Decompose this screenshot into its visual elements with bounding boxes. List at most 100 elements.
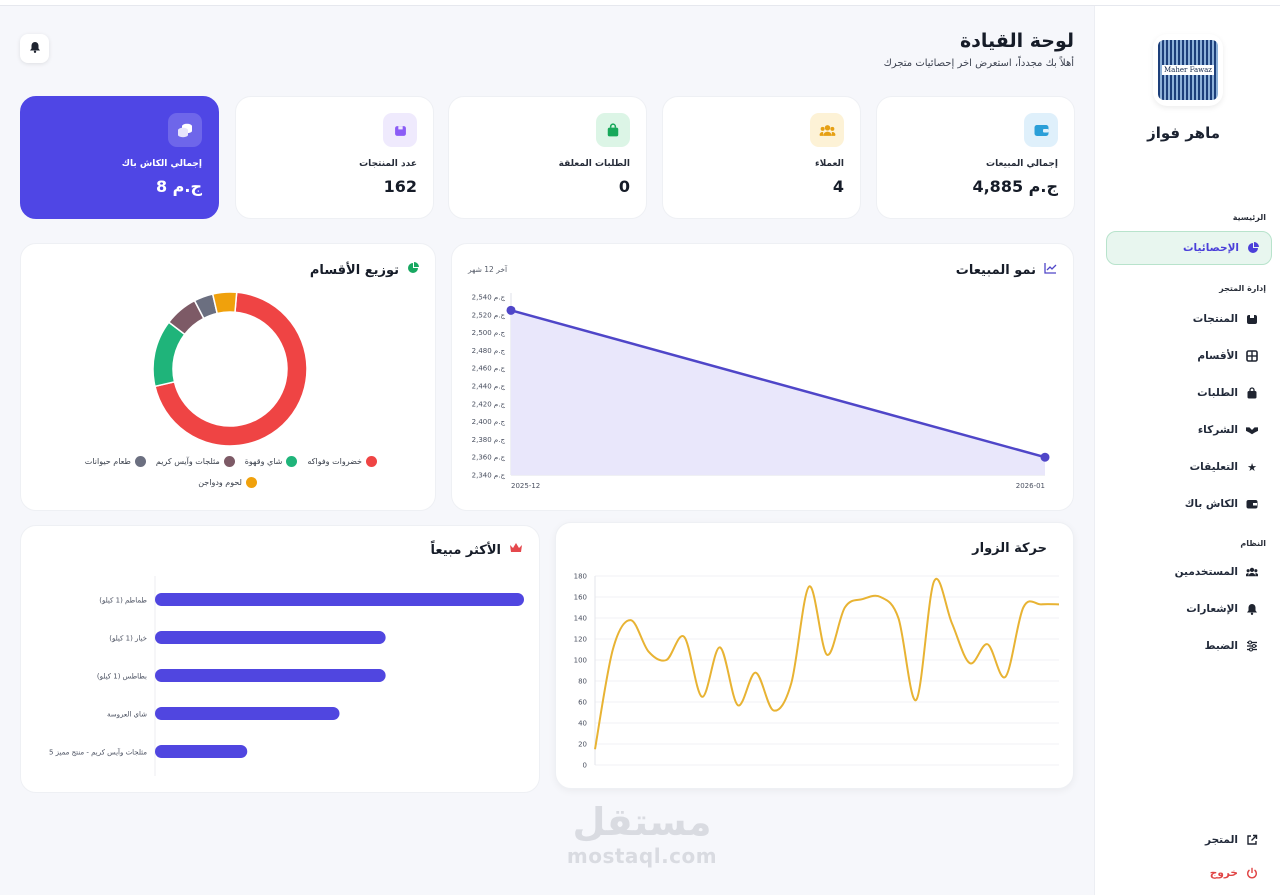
y-tick-label: 2,460 ج.م	[472, 365, 506, 373]
y-tick-label: 2,520 ج.م	[472, 311, 506, 319]
legend-dot	[286, 456, 298, 467]
sales-data-point	[1040, 452, 1050, 462]
top-selling-bar-chart: طماطم (1 كيلو) خيار (1 كيلو) بطاطس (1 كيلو…	[49, 576, 524, 776]
y-tick-label: 2,400 ج.م	[472, 418, 506, 426]
y-tick-label: 2,360 ج.م	[472, 454, 506, 462]
y-tick-label: 2,540 ج.م	[472, 294, 506, 302]
legend-item[interactable]: مثلجات وآيس كريم	[156, 456, 235, 467]
category-donut-chart	[152, 291, 308, 447]
stat-label: عدد المنتجات	[359, 159, 417, 169]
top-selling-bar	[155, 593, 524, 606]
sales-series-line	[510, 309, 1046, 459]
sales-data-point	[506, 305, 516, 315]
stat-value: 8 ج.م	[155, 177, 202, 196]
sidebar-item-notifications[interactable]: الإشعارات	[1114, 595, 1266, 623]
y-tick-label: 120	[574, 636, 587, 644]
logout-button[interactable]: خروج	[1114, 859, 1266, 887]
top-selling-title: الأكثر مبيعاً	[430, 542, 502, 558]
watermark: مستقل mostaql.com	[562, 800, 722, 868]
sidebar-item-settings[interactable]: الضبط	[1114, 632, 1266, 660]
logo-image: Maher Fawaz	[1158, 40, 1218, 100]
external-link-icon	[1246, 834, 1258, 846]
sidebar-item-store-link[interactable]: المتجر	[1114, 826, 1266, 854]
coins-icon	[168, 113, 202, 147]
stat-card-pending-orders: الطلبات المعلقة 0	[448, 96, 647, 219]
category-title: توزيع الأقسام	[309, 262, 399, 278]
sidebar-item-label: الأقسام	[1197, 350, 1238, 362]
wallet-icon	[1024, 113, 1058, 147]
sidebar-item-products[interactable]: المنتجات	[1114, 305, 1266, 333]
sidebar-item-categories[interactable]: الأقسام	[1114, 342, 1266, 370]
sidebar-item-label: الشركاء	[1197, 424, 1238, 436]
notifications-button[interactable]	[20, 34, 49, 63]
stat-card-products-count: عدد المنتجات 162	[235, 96, 434, 219]
bell-icon	[29, 41, 41, 57]
sidebar-item-cashback[interactable]: الكاش باك	[1114, 490, 1266, 518]
x-tick-label: 2026-01	[1016, 482, 1045, 490]
logo-text: Maher Fawaz	[1162, 65, 1214, 75]
y-tick-label: 2,420 ج.م	[472, 400, 506, 408]
sales-growth-chart: 2,540 ج.م 2,520 ج.م 2,500 ج.م 2,480 ج.م 2,46…	[472, 293, 1050, 490]
category-legend-row-2: لحوم ودواجن	[198, 477, 257, 488]
y-tick-label: 0	[583, 762, 587, 770]
legend-item[interactable]: لحوم ودواجن	[198, 477, 257, 488]
stat-value: 0	[618, 177, 630, 196]
visitors-panel: حركة الزوار 180 160 140 120 100 80 60 40 20 0	[555, 522, 1074, 789]
top-selling-title-wrap: الأكثر مبيعاً	[431, 542, 524, 558]
y-tick-label: 20	[578, 741, 587, 749]
stat-value: 4,885 ج.م	[972, 177, 1058, 196]
y-tick-label: 2,380 ج.م	[472, 436, 506, 444]
sidebar-item-reviews[interactable]: التعليقات ★	[1114, 453, 1266, 481]
box-icon	[1246, 313, 1258, 325]
y-tick-label: 60	[578, 699, 587, 707]
legend-item[interactable]: خضروات وفواكه	[307, 456, 377, 467]
y-tick-label: 180	[574, 573, 587, 581]
donut-slice	[154, 291, 308, 447]
sidebar-item-partners[interactable]: الشركاء	[1114, 416, 1266, 444]
watermark-latin: mostaql.com	[566, 844, 718, 868]
sidebar-item-users[interactable]: المستخدمين	[1114, 558, 1266, 586]
visitors-line-chart: 180 160 140 120 100 80 60 40 20 0	[574, 573, 1060, 770]
star-icon: ★	[1247, 460, 1257, 474]
bar-category-label: طماطم (1 كيلو)	[99, 597, 147, 605]
legend-label: طعام حيوانات	[84, 457, 131, 466]
page-subtitle: أهلاً بك مجدداً، استعرض اخر إحصائيات متج…	[883, 58, 1074, 69]
sidebar-item-label: المنتجات	[1192, 313, 1238, 325]
logout-label: خروج	[1209, 867, 1238, 879]
bar-category-label: خيار (1 كيلو)	[109, 635, 147, 643]
sales-period-label: آخر 12 شهر	[468, 265, 508, 274]
bag-icon	[1246, 387, 1258, 399]
legend-label: لحوم ودواجن	[198, 478, 242, 487]
trend-chart-icon	[1044, 262, 1057, 278]
stat-card-total-sales: إجمالي المبيعات 4,885 ج.م	[876, 96, 1075, 219]
power-icon	[1246, 867, 1258, 879]
grid-icon	[1246, 350, 1258, 362]
pie-chart-icon	[1247, 242, 1259, 254]
bar-category-label: بطاطس (1 كيلو)	[97, 673, 147, 681]
y-tick-label: 2,440 ج.م	[472, 383, 506, 391]
legend-label: خضروات وفواكه	[307, 457, 362, 466]
y-tick-label: 2,340 ج.م	[472, 472, 506, 480]
sidebar: Maher Fawaz ماهر فواز الرئيسية الإحصائيا…	[1094, 6, 1280, 895]
legend-item[interactable]: طعام حيوانات	[85, 456, 146, 467]
legend-dot	[223, 456, 235, 467]
nav-section-main: الرئيسية	[1232, 213, 1266, 222]
legend-dot	[246, 477, 257, 488]
sidebar-item-statistics[interactable]: الإحصائيات	[1106, 231, 1272, 265]
stat-label: إجمالي الكاش باك	[121, 159, 202, 169]
stat-value: 4	[832, 177, 844, 196]
stat-label: إجمالي المبيعات	[986, 159, 1058, 169]
legend-item[interactable]: شاي وقهوة	[245, 456, 298, 467]
sidebar-item-label: الإشعارات	[1186, 603, 1238, 615]
sidebar-item-orders[interactable]: الطلبات	[1114, 379, 1266, 407]
store-logo[interactable]: Maher Fawaz	[1153, 34, 1223, 106]
legend-label: مثلجات وآيس كريم	[155, 457, 220, 466]
users-icon	[1246, 566, 1258, 578]
donut-slice	[211, 291, 238, 315]
sidebar-item-label: التعليقات	[1189, 461, 1238, 473]
sales-area-fill	[511, 310, 1045, 475]
sidebar-item-label: الضبط	[1204, 640, 1238, 652]
legend-dot	[134, 456, 146, 467]
bell-icon	[1246, 603, 1258, 615]
y-tick-label: 100	[574, 657, 587, 665]
